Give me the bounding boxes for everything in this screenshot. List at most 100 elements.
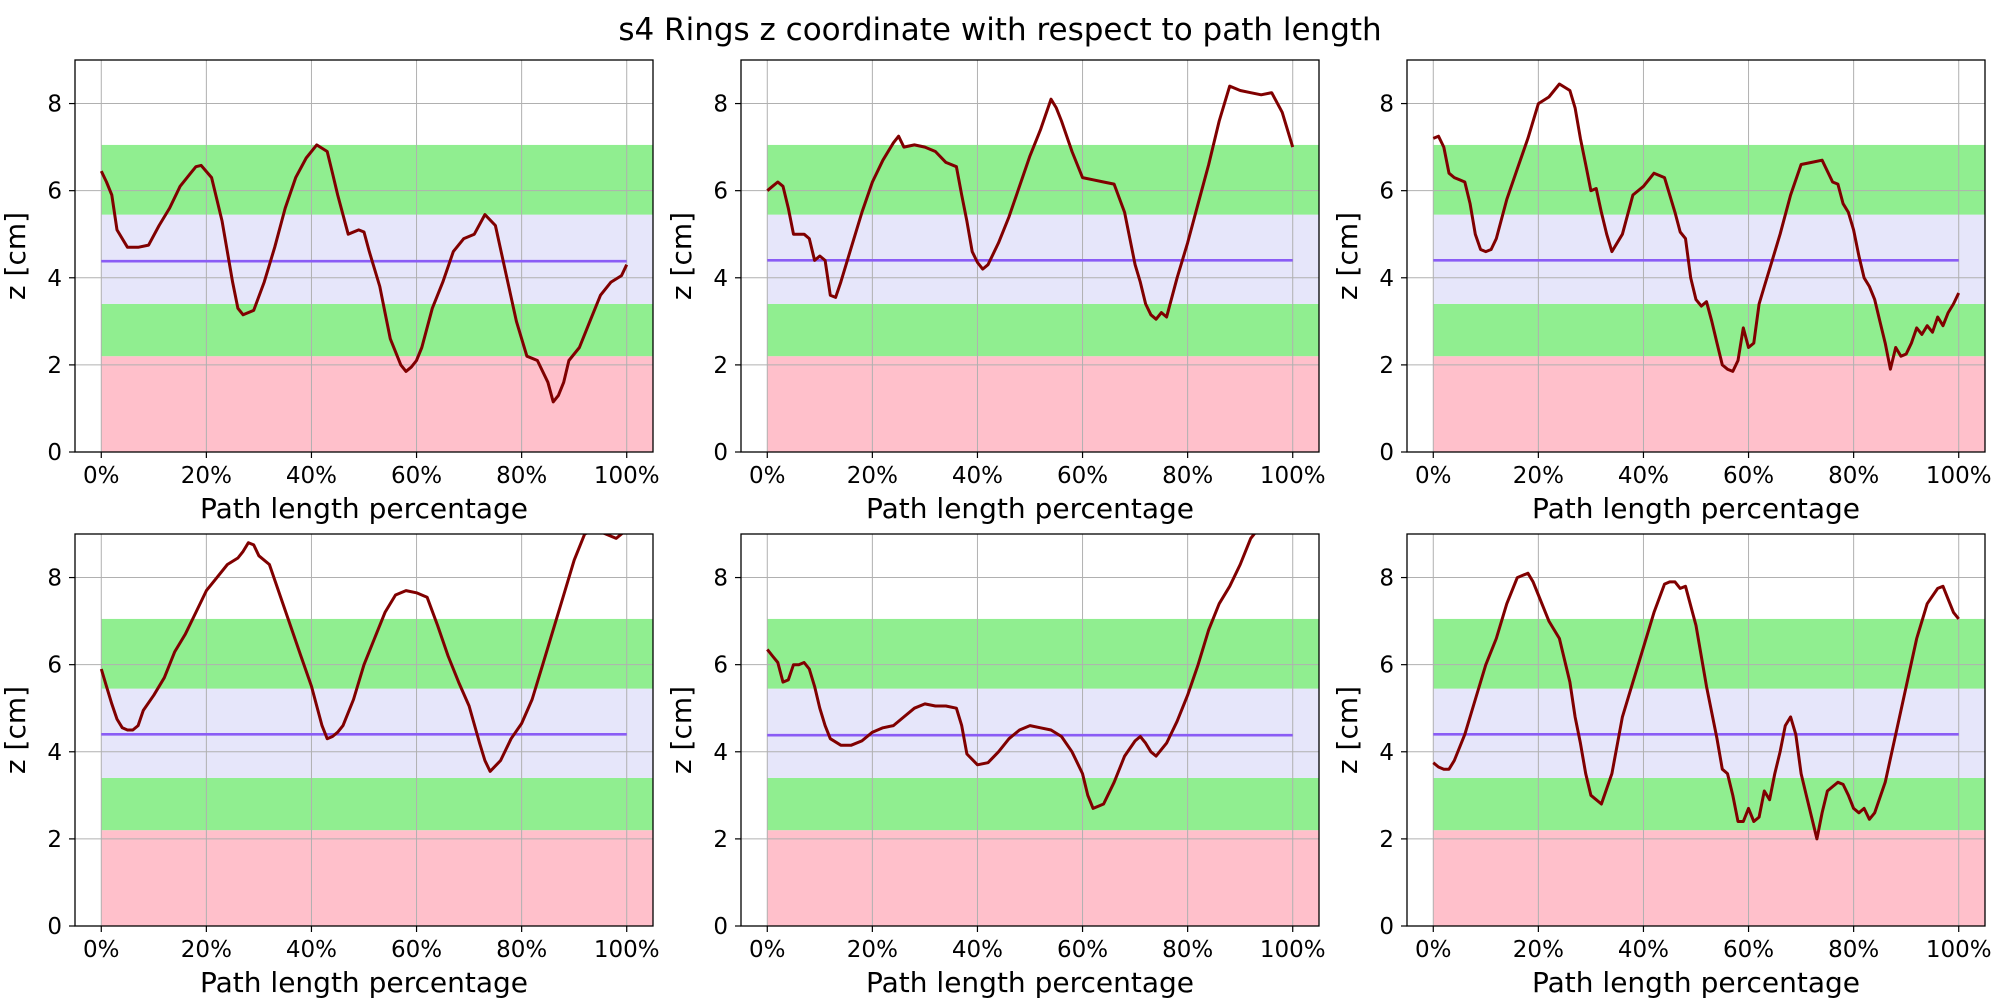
zone-band [767, 144, 1319, 215]
series-line [1432, 82, 1961, 373]
zone-band [767, 618, 1319, 689]
x-tick-label: 100% [1260, 463, 1326, 489]
zone-band [101, 777, 654, 831]
x-tick-label: 40% [1618, 463, 1669, 489]
y-tick-label: 6 [1379, 179, 1394, 205]
zone-band [101, 214, 654, 304]
x-tick-label: 40% [1618, 937, 1669, 963]
y-tick-label: 8 [713, 92, 728, 118]
y-tick-label: 2 [47, 353, 62, 379]
y-tick-label: 4 [47, 266, 62, 292]
x-tick-label: 100% [594, 463, 660, 489]
x-tick-label: 60% [1723, 463, 1774, 489]
y-tick-label: 2 [1379, 827, 1394, 853]
x-tick-label: 80% [1162, 937, 1213, 963]
zone-band [1433, 618, 1985, 689]
axes-frame [740, 533, 1320, 927]
zone-band [1433, 144, 1985, 215]
x-tick-label: 0% [1415, 937, 1452, 963]
x-axis-label: Path length percentage [200, 966, 528, 999]
series-line [766, 534, 1257, 810]
x-tick-label: 60% [391, 463, 442, 489]
x-tick-label: 100% [594, 937, 660, 963]
x-axis-label: Path length percentage [200, 492, 528, 525]
x-tick-label: 60% [1057, 463, 1108, 489]
x-axis-label: Path length percentage [1532, 966, 1860, 999]
subplot-2: 0% 20% 40% 60% 80% 100% 0 2 4 6 8 Path length perce… [665, 59, 1326, 525]
x-tick-label: 100% [1926, 463, 1992, 489]
subplot-3: 0% 20% 40% 60% 80% 100% 0 2 4 6 8 Path length perce… [1331, 59, 1992, 525]
y-tick-label: 0 [1379, 914, 1394, 940]
y-axis-label: z [cm] [1331, 212, 1364, 300]
zone-band [101, 144, 654, 215]
x-tick-label: 20% [847, 463, 898, 489]
y-axis-label: z [cm] [665, 686, 698, 774]
x-tick-label: 40% [286, 463, 337, 489]
x-tick-label: 20% [1513, 463, 1564, 489]
x-axis-label: Path length percentage [1532, 492, 1860, 525]
y-tick-label: 0 [47, 914, 62, 940]
x-tick-label: 20% [181, 937, 232, 963]
axes-frame [74, 59, 654, 453]
zone-band [767, 830, 1319, 926]
y-tick-label: 2 [713, 827, 728, 853]
axes-frame [1406, 533, 1986, 927]
subplot-6: 0% 20% 40% 60% 80% 100% 0 2 4 6 8 Path length perce… [1331, 533, 1992, 999]
zone-band [767, 688, 1319, 778]
x-tick-label: 20% [181, 463, 232, 489]
x-tick-label: 60% [391, 937, 442, 963]
y-tick-label: 0 [1379, 440, 1394, 466]
y-tick-label: 6 [47, 179, 62, 205]
y-tick-label: 0 [713, 914, 728, 940]
y-tick-label: 4 [713, 740, 728, 766]
zone-band [101, 830, 654, 926]
y-tick-label: 2 [47, 827, 62, 853]
y-tick-label: 4 [47, 740, 62, 766]
x-tick-label: 0% [83, 937, 120, 963]
zone-band [101, 356, 654, 452]
y-tick-label: 6 [713, 653, 728, 679]
y-tick-label: 0 [47, 440, 62, 466]
y-tick-label: 4 [1379, 266, 1394, 292]
y-tick-label: 6 [1379, 653, 1394, 679]
series-line [99, 534, 624, 773]
subplot-5: 0% 20% 40% 60% 80% 100% 0 2 4 6 8 Path length perce… [665, 533, 1326, 999]
subplot-4: 0% 20% 40% 60% 80% 100% 0 2 4 6 8 Path length perce… [0, 533, 660, 999]
y-tick-label: 0 [713, 440, 728, 466]
y-tick-label: 8 [1379, 566, 1394, 592]
series-line [99, 143, 629, 404]
y-tick-label: 2 [1379, 353, 1394, 379]
zone-band [1433, 356, 1985, 452]
x-tick-label: 0% [749, 463, 786, 489]
x-tick-label: 80% [1828, 937, 1879, 963]
zone-band [767, 777, 1319, 831]
x-tick-label: 80% [1828, 463, 1879, 489]
y-axis-label: z [cm] [1331, 686, 1364, 774]
axes-frame [74, 533, 654, 927]
x-tick-label: 100% [1926, 937, 1992, 963]
x-tick-label: 80% [496, 937, 547, 963]
y-tick-label: 6 [713, 179, 728, 205]
zone-band [1433, 830, 1985, 926]
x-tick-label: 20% [847, 937, 898, 963]
x-axis-label: Path length percentage [866, 492, 1194, 525]
series-line [1432, 571, 1960, 841]
zone-band [1433, 777, 1985, 831]
x-tick-label: 40% [286, 937, 337, 963]
zone-band [101, 303, 654, 357]
series-line [766, 84, 1295, 321]
figure-title: s4 Rings z coordinate with respect to pa… [618, 12, 1382, 48]
y-tick-label: 4 [1379, 740, 1394, 766]
x-tick-label: 0% [749, 937, 786, 963]
axes-frame [740, 59, 1320, 453]
x-tick-label: 100% [1260, 937, 1326, 963]
x-tick-label: 60% [1057, 937, 1108, 963]
y-axis-label: z [cm] [665, 212, 698, 300]
y-tick-label: 2 [713, 353, 728, 379]
x-tick-label: 40% [952, 463, 1003, 489]
y-tick-label: 8 [47, 92, 62, 118]
y-tick-label: 8 [1379, 92, 1394, 118]
y-tick-label: 8 [713, 566, 728, 592]
axes-frame [1406, 59, 1986, 453]
